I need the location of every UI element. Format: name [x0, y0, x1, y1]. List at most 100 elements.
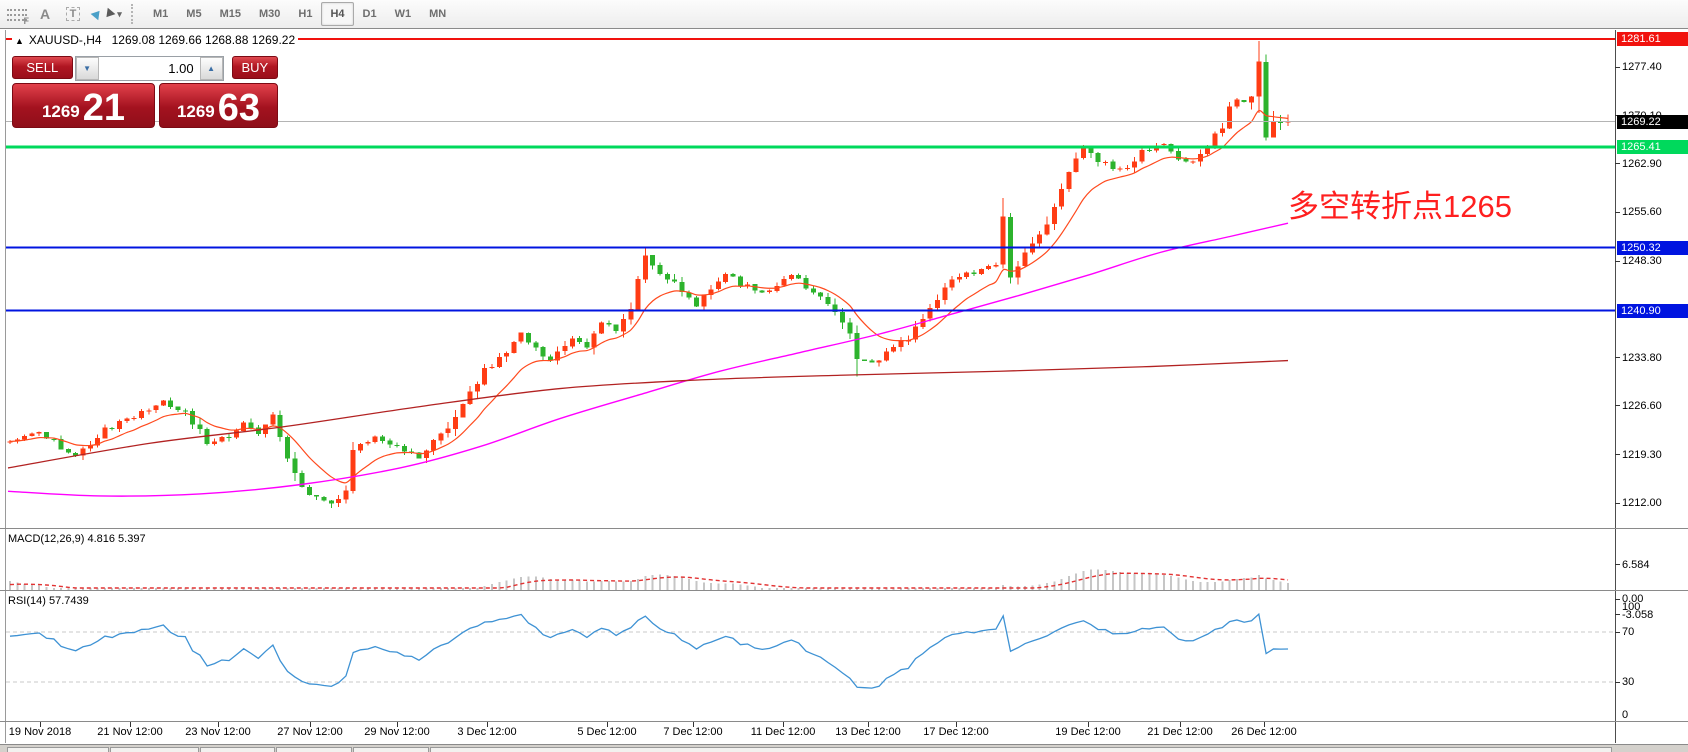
- price-tick-label: 1219.30: [1622, 448, 1662, 461]
- price-label-1250.32: 1250.32: [1617, 240, 1688, 255]
- price-tick: [1615, 211, 1620, 213]
- panel-separator-macd[interactable]: [0, 528, 1688, 529]
- rsi-tick-label: 100: [1622, 601, 1641, 613]
- time-label: 27 Nov 12:00: [277, 726, 343, 738]
- chart-tab-strip: [0, 744, 1688, 752]
- time-label: 13 Dec 12:00: [835, 726, 901, 738]
- bid-price-box[interactable]: 1269 21: [12, 83, 155, 128]
- volume-decrease-button[interactable]: ▼: [75, 57, 99, 80]
- price-label-1269.22: 1269.22: [1617, 114, 1688, 129]
- rsi-tick-label: 70: [1622, 626, 1635, 638]
- rsi-tick: [1615, 631, 1620, 633]
- rsi-tick-label: 30: [1622, 676, 1635, 688]
- chart-annotation-text: 多空转折点1265: [1288, 189, 1512, 224]
- timeframe-button-w1[interactable]: W1: [394, 8, 412, 20]
- timeframe-button-m30[interactable]: M30: [258, 8, 281, 20]
- price-tick: [1615, 502, 1620, 504]
- rsi-label: RSI(14) 57.7439: [8, 595, 89, 607]
- macd-plot[interactable]: [6, 531, 1615, 590]
- chart-title: ▲ XAUUSD-,H4 1269.08 1269.66 1268.88 1269.…: [12, 33, 299, 47]
- chart-tab[interactable]: [276, 747, 352, 752]
- chart-tab[interactable]: [200, 747, 275, 752]
- fibonacci-icon: F: [7, 6, 29, 26]
- price-tick-label: 1255.60: [1622, 206, 1662, 219]
- price-tick-label: 1262.90: [1622, 157, 1662, 170]
- macd-tick: [1615, 598, 1620, 600]
- price-tick: [1615, 454, 1620, 456]
- price-axis-border: [1615, 30, 1616, 743]
- time-label: 17 Dec 12:00: [923, 726, 989, 738]
- chart-tab[interactable]: [430, 747, 1612, 752]
- time-tick: [1180, 722, 1181, 727]
- time-tick: [868, 722, 869, 727]
- chart-window: ▲ XAUUSD-,H4 1269.08 1269.66 1268.88 1269.…: [0, 29, 1688, 752]
- buy-button[interactable]: BUY: [231, 56, 278, 79]
- panel-separator-rsi[interactable]: [0, 590, 1688, 591]
- timeframe-button-m5[interactable]: M5: [186, 8, 202, 20]
- ask-price-minor: 63: [217, 86, 261, 129]
- rsi-tick-label: 0: [1622, 708, 1629, 721]
- time-tick: [1264, 722, 1265, 727]
- volume-increase-button[interactable]: ▲: [199, 57, 223, 80]
- volume-stepper: ▼ ▲: [74, 56, 224, 81]
- chart-tab[interactable]: [110, 747, 199, 752]
- time-tick: [218, 722, 219, 727]
- volume-input[interactable]: [98, 57, 200, 80]
- price-tick-label: 1226.60: [1622, 399, 1662, 412]
- time-tick: [783, 722, 784, 727]
- ask-price-major: 1269: [176, 102, 215, 121]
- time-label: 26 Dec 12:00: [1231, 726, 1297, 738]
- timeframe-button-h1[interactable]: H1: [298, 8, 313, 20]
- price-tick: [1615, 357, 1620, 359]
- rsi-plot[interactable]: [6, 593, 1615, 721]
- time-tick: [1088, 722, 1089, 727]
- timeframe-button-m15[interactable]: M15: [219, 8, 241, 20]
- arrow-down-icon: [102, 7, 116, 21]
- arrows-tool-icon[interactable]: ▾: [88, 2, 126, 26]
- time-tick: [607, 722, 608, 727]
- macd-tick-label: 0.00: [1622, 593, 1644, 605]
- sell-button[interactable]: SELL: [12, 56, 73, 79]
- one-click-trade-panel: SELL ▼ ▲ BUY 1269 21 1269 63: [12, 56, 278, 128]
- timeframe-button-m1[interactable]: M1: [153, 8, 169, 20]
- bid-price-major: 1269: [41, 102, 80, 121]
- time-label: 5 Dec 12:00: [577, 726, 637, 738]
- timeframe-button-d1[interactable]: D1: [362, 8, 377, 20]
- time-tick: [397, 722, 398, 727]
- price-tick-label: 1212.00: [1622, 497, 1662, 510]
- toolbar-separator: [131, 4, 140, 24]
- time-label: 7 Dec 12:00: [663, 726, 723, 738]
- toolbar: F A T ▾ M1 M5 M15 M30 H1 H4 D1 W1 MN: [0, 0, 1688, 29]
- time-label: 3 Dec 12:00: [457, 726, 517, 738]
- fibonacci-icon[interactable]: F: [4, 2, 30, 26]
- macd-tick: [1615, 614, 1620, 616]
- macd-tick-label: -3.058: [1622, 608, 1654, 621]
- price-tick: [1615, 66, 1620, 68]
- price-tick-label: 1248.30: [1622, 255, 1662, 268]
- chart-tab[interactable]: [353, 747, 429, 752]
- time-tick: [693, 722, 694, 727]
- time-label: 23 Nov 12:00: [185, 726, 251, 738]
- time-label: 19 Dec 12:00: [1055, 726, 1121, 738]
- price-tick: [1615, 405, 1620, 407]
- chevron-down-icon: ▾: [117, 8, 122, 19]
- time-tick: [956, 722, 957, 727]
- text-label-icon[interactable]: A: [39, 6, 51, 22]
- chart-tab[interactable]: [7, 747, 109, 752]
- timeframe-button-mn[interactable]: MN: [429, 8, 447, 20]
- price-tick: [1615, 163, 1620, 165]
- ask-price-box[interactable]: 1269 63: [159, 83, 278, 128]
- price-label-1240.90: 1240.90: [1617, 303, 1688, 318]
- price-label-1281.61: 1281.61: [1617, 32, 1688, 46]
- text-tool-icon[interactable]: T: [60, 2, 86, 26]
- collapse-triangle-icon[interactable]: ▲: [15, 36, 24, 46]
- time-label: 11 Dec 12:00: [750, 726, 816, 738]
- panel-separator-bottom: [0, 721, 1688, 722]
- time-tick: [40, 722, 41, 727]
- macd-label: MACD(12,26,9) 4.816 5.397: [8, 533, 146, 545]
- price-tick-label: 1277.40: [1622, 61, 1662, 74]
- price-label-1265.41: 1265.41: [1617, 140, 1688, 155]
- price-chart-plot[interactable]: [6, 30, 1615, 528]
- timeframe-button-h4[interactable]: H4: [321, 2, 354, 26]
